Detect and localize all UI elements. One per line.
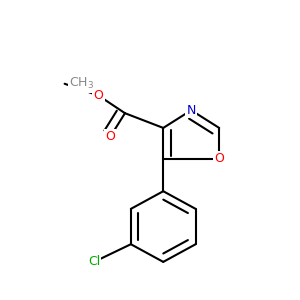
Text: CH$_3$: CH$_3$ bbox=[69, 76, 94, 91]
Text: N: N bbox=[187, 104, 196, 117]
Text: O: O bbox=[94, 89, 103, 102]
Text: Cl: Cl bbox=[88, 255, 100, 268]
Text: O: O bbox=[214, 152, 224, 165]
Text: O: O bbox=[105, 130, 115, 143]
